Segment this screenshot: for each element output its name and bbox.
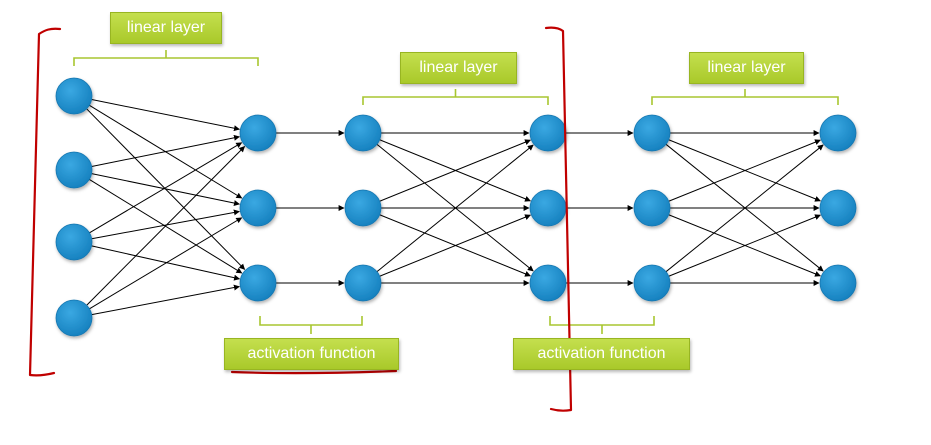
grouping-braces [73, 50, 839, 334]
network-nodes [55, 77, 857, 337]
linear-layer-brace-2 [362, 89, 549, 105]
linear-2-edge-1-0 [379, 139, 531, 202]
linear-3-edge-2-1 [668, 214, 821, 277]
neuron-node-c2-r2 [344, 264, 382, 302]
neuron-node-c1-r2 [239, 264, 277, 302]
neuron-node-c5-r2 [819, 264, 857, 302]
linear-3-edge-1-0 [668, 139, 821, 202]
neuron-node-c4-r0 [633, 114, 671, 152]
linear-layer-brace-1 [73, 50, 259, 66]
neuron-node-c3-r0 [529, 114, 567, 152]
linear-2-edge-2-0 [376, 144, 534, 273]
linear-1-edge-0-0 [91, 99, 240, 132]
neuron-node-c3-r2 [529, 264, 567, 302]
linear-3-edge-2-0 [665, 144, 824, 273]
red-left-bracket [28, 27, 62, 377]
neuron-node-c0-r1 [55, 151, 93, 189]
linear-2-edge-2-1 [379, 214, 531, 277]
linear-layer-label-3: linear layer [689, 52, 804, 84]
linear-1-edge-2-2 [91, 245, 241, 281]
linear-layer-label-2: linear layer [400, 52, 517, 84]
connection-edges [86, 99, 824, 316]
linear-1-edge-2-1 [91, 209, 240, 240]
linear-layer-label-1: linear layer [110, 12, 222, 44]
activation-function-label-1: activation function [224, 338, 399, 370]
neuron-node-c5-r1 [819, 189, 857, 227]
linear-layer-brace-3 [651, 89, 839, 105]
neuron-node-c0-r2 [55, 223, 93, 261]
linear-1-edge-2-0 [89, 142, 243, 234]
neuron-node-c5-r0 [819, 114, 857, 152]
activation-brace-2 [549, 316, 655, 334]
activation-function-label-2: activation function [513, 338, 690, 370]
neuron-node-c0-r3 [55, 299, 93, 337]
linear-1-edge-3-0 [86, 146, 246, 306]
linear-1-edge-1-0 [91, 134, 240, 167]
neuron-node-c0-r0 [55, 77, 93, 115]
neuron-node-c1-r1 [239, 189, 277, 227]
neuron-node-c2-r1 [344, 189, 382, 227]
linear-1-edge-1-1 [91, 173, 240, 207]
linear-1-edge-3-2 [91, 284, 240, 316]
neuron-node-c3-r1 [529, 189, 567, 227]
red-right-bracket [544, 26, 573, 412]
neuron-node-c4-r2 [633, 264, 671, 302]
neuron-node-c1-r0 [239, 114, 277, 152]
activation-brace-1 [259, 316, 363, 334]
neuron-node-c2-r0 [344, 114, 382, 152]
red-bracket-annotations [28, 26, 573, 412]
neuron-node-c4-r1 [633, 189, 671, 227]
linear-1-edge-3-1 [89, 217, 243, 310]
red-underline [230, 369, 398, 375]
